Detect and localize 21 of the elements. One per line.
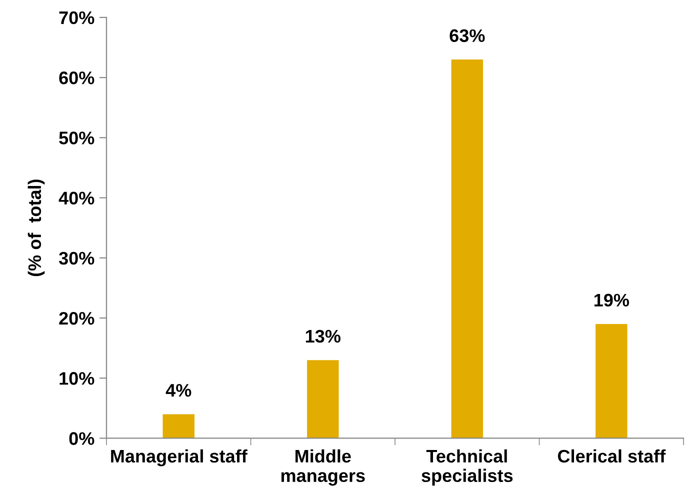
data-label: 63% bbox=[450, 29, 485, 42]
y-tick-label: 0% bbox=[69, 432, 94, 445]
x-tick-label: Technical specialists bbox=[422, 449, 513, 486]
y-tick-label: 10% bbox=[60, 372, 94, 385]
bar bbox=[451, 60, 484, 438]
x-tick-label: Clerical staff bbox=[558, 449, 666, 463]
y-tick-label: 20% bbox=[59, 312, 94, 325]
bar bbox=[162, 414, 194, 438]
bar bbox=[596, 324, 628, 438]
y-tick-label: 30% bbox=[58, 252, 94, 265]
data-label: 19% bbox=[594, 294, 630, 307]
y-tick-label: 60% bbox=[59, 71, 94, 84]
y-tick-label: 70% bbox=[59, 11, 94, 24]
data-label: 4% bbox=[166, 384, 192, 397]
bar bbox=[307, 360, 339, 438]
y-tick-label: 40% bbox=[58, 192, 94, 204]
x-tick-label: Managerial staff bbox=[111, 449, 248, 466]
x-tick-label: Middle managers bbox=[281, 449, 365, 486]
y-tick-label: 50% bbox=[59, 132, 94, 144]
data-label: 13% bbox=[306, 330, 340, 343]
y-axis-title: (% of total) bbox=[28, 180, 45, 276]
